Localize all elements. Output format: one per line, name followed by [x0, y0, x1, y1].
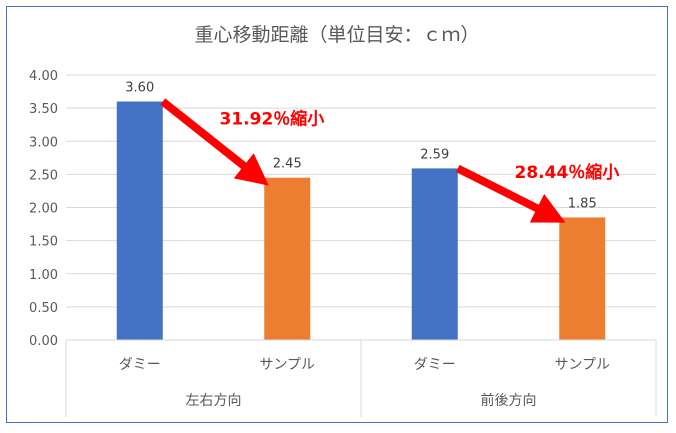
bar-chart: 重心移動距離（単位目安：ｃｍ） 0.00 0.50 1.00 1.50 2.00 2.50…: [29, 24, 657, 417]
gridlines: [66, 74, 656, 341]
y-axis: 0.00 0.50 1.00 1.50 2.00 2.50 3.00 3.50 4.00: [29, 69, 58, 349]
data-labels: 3.60 2.45 2.59 1.85: [125, 81, 596, 212]
bar: [116, 101, 163, 340]
y-tick-label: 0.50: [29, 301, 58, 316]
y-tick-label: 0.00: [29, 334, 58, 349]
reduction-arrows: 31.92％縮小 28.44％縮小: [160, 98, 620, 223]
reduction-label: 28.44％縮小: [515, 162, 620, 183]
y-tick-label: 3.00: [29, 135, 58, 150]
chart-frame: 重心移動距離（単位目安：ｃｍ） 0.00 0.50 1.00 1.50 2.00 2.50…: [6, 6, 668, 423]
data-label: 2.59: [420, 147, 449, 162]
category-label: サンプル: [554, 357, 610, 373]
reduction-arrow: [160, 98, 269, 186]
data-label: 3.60: [125, 81, 154, 96]
reduction-arrow: [455, 164, 566, 223]
y-tick-label: 2.00: [29, 202, 58, 217]
group-label: 左右方向: [186, 393, 242, 409]
category-label: ダミー: [119, 357, 161, 373]
reduction-label: 31.92％縮小: [220, 109, 325, 130]
bar: [559, 217, 606, 340]
data-label: 2.45: [273, 157, 302, 172]
bar: [411, 168, 458, 340]
y-tick-label: 3.50: [29, 102, 58, 117]
group-label: 前後方向: [481, 392, 537, 409]
bar: [264, 177, 311, 340]
category-label: サンプル: [259, 357, 315, 373]
y-tick-label: 2.50: [29, 168, 58, 183]
chart-title: 重心移動距離（単位目安：ｃｍ）: [194, 24, 479, 46]
bars: [116, 101, 606, 340]
y-tick-label: 4.00: [29, 69, 58, 84]
category-label: ダミー: [414, 357, 456, 373]
y-tick-label: 1.50: [29, 235, 58, 250]
data-label: 1.85: [568, 196, 597, 211]
y-tick-label: 1.00: [29, 268, 58, 283]
